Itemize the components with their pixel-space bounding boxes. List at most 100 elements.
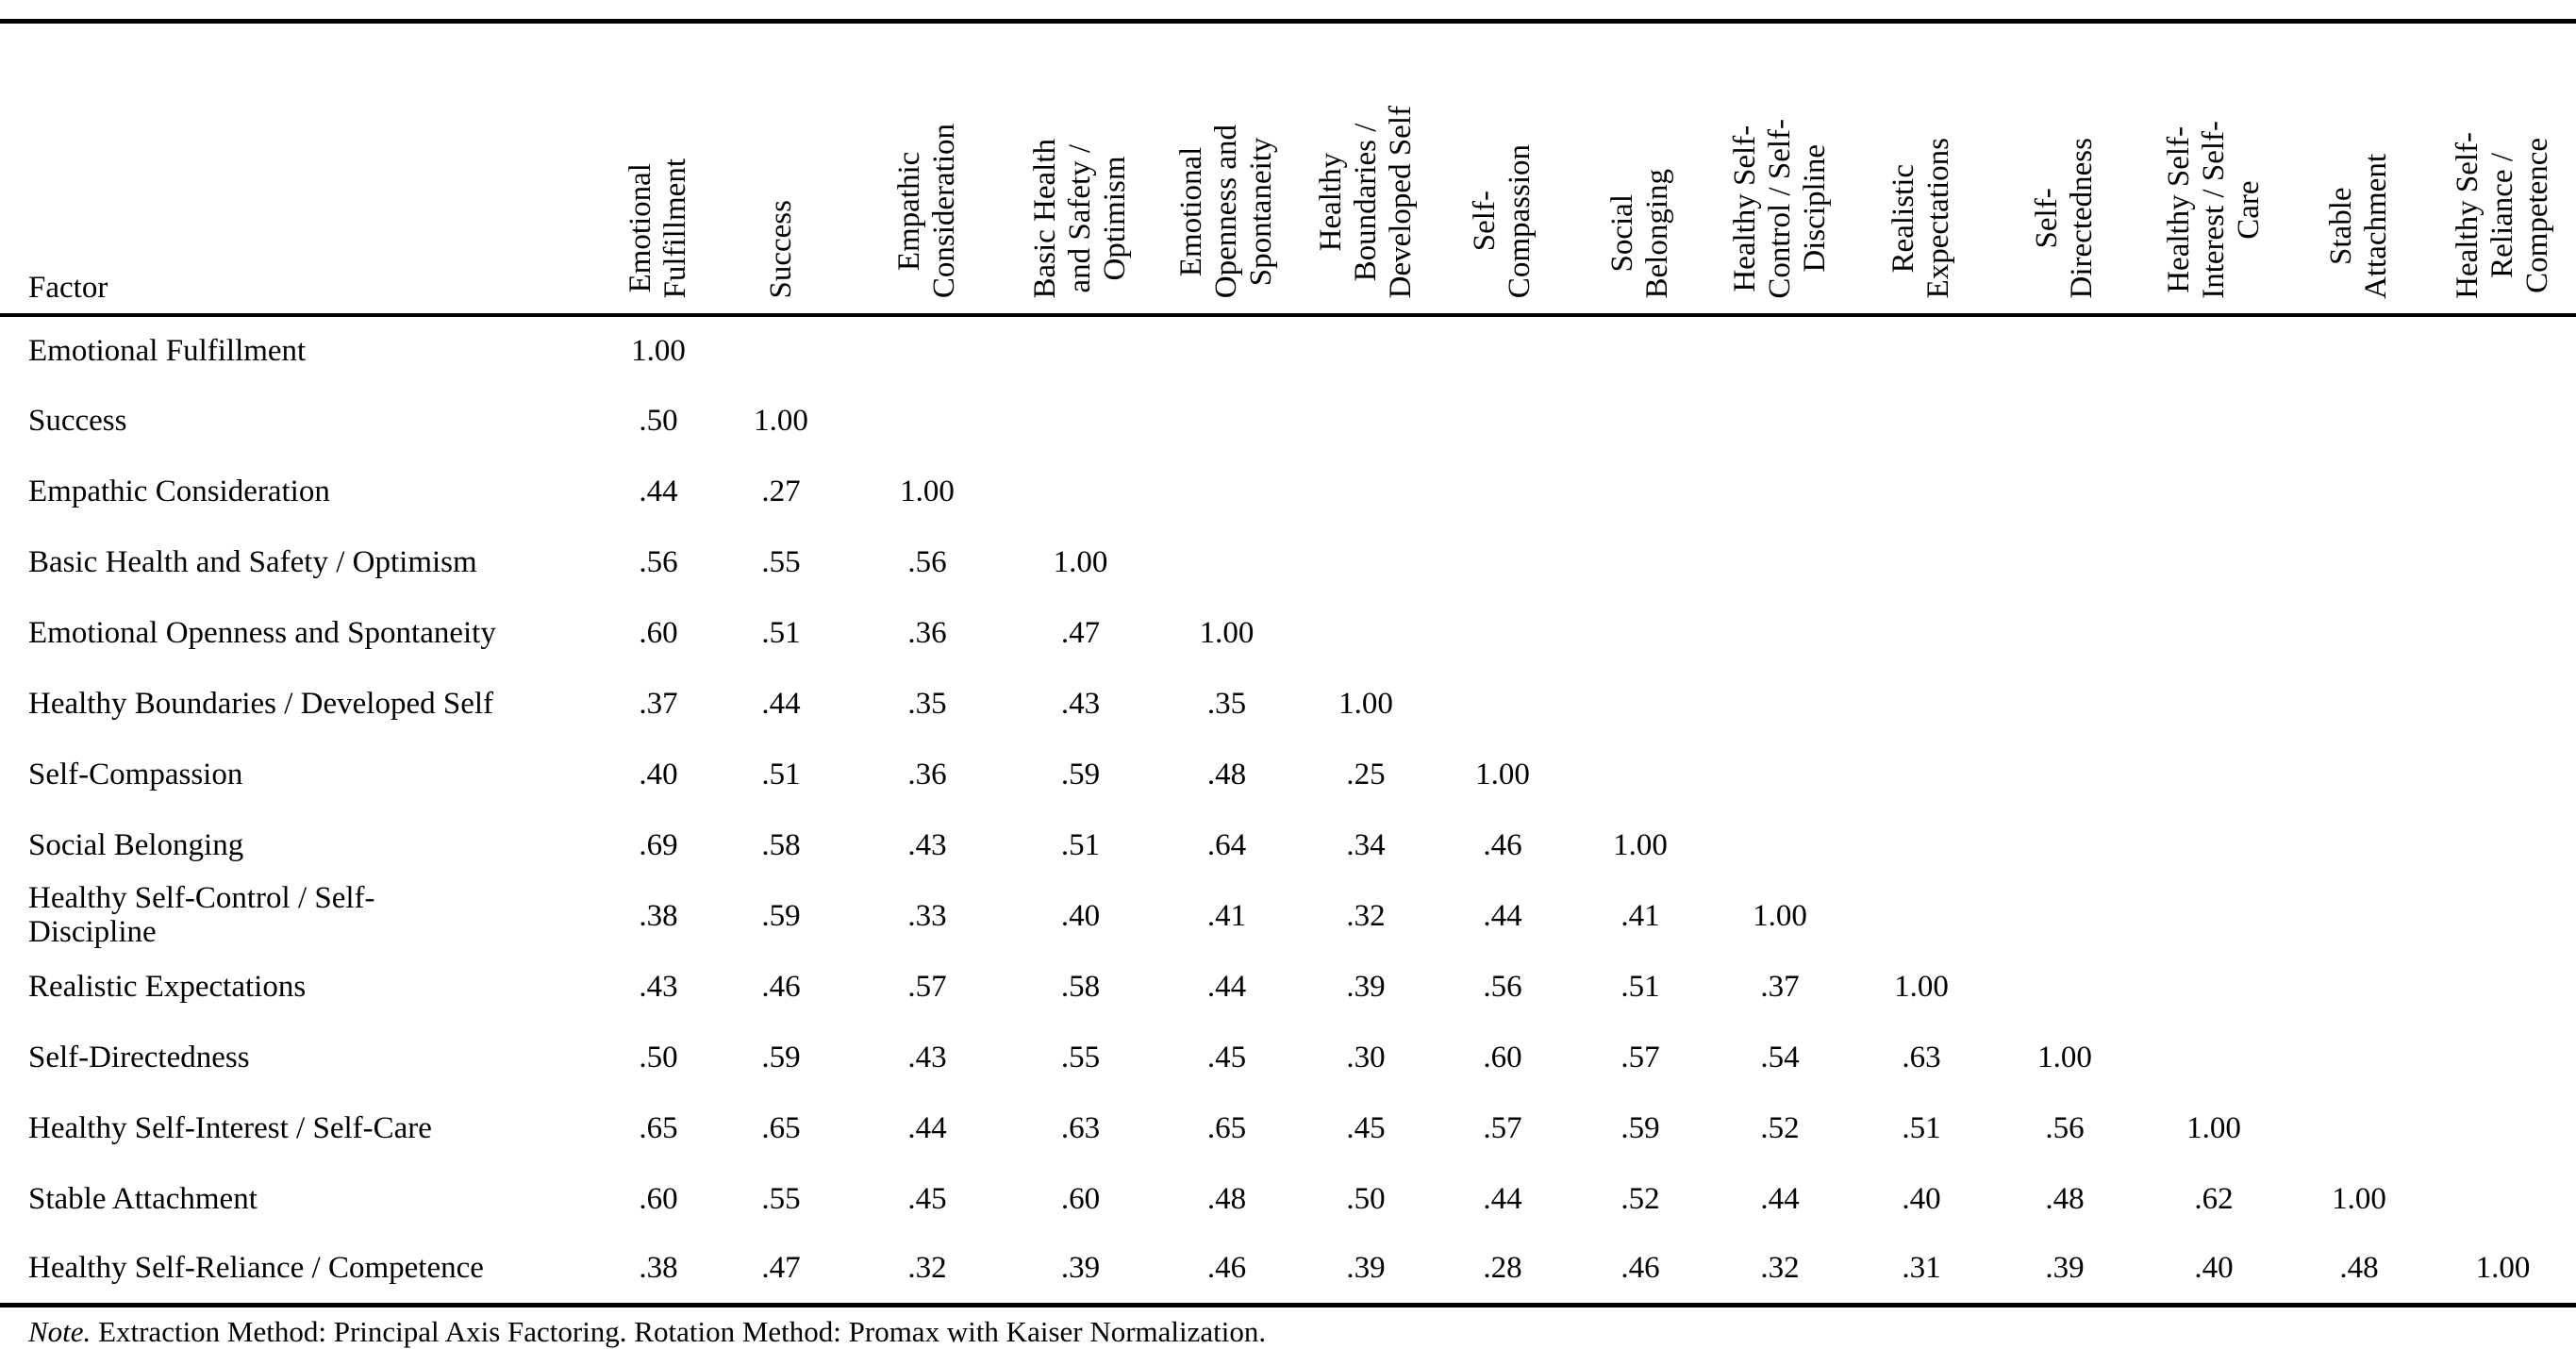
- factor-name: Emotional Fulfillment: [0, 315, 602, 386]
- correlation-cell: [1573, 669, 1707, 740]
- correlation-cell: .28: [1483, 1251, 1522, 1286]
- rotated-column-label: Success: [763, 200, 798, 299]
- correlation-cell: 1.00: [1613, 827, 1668, 862]
- correlation-cell: .63: [1902, 1040, 1941, 1074]
- correlation-cell: .46: [761, 969, 801, 1004]
- correlation-cell: .32: [907, 1251, 947, 1286]
- factor-name-text: Stable Attachment: [28, 1181, 258, 1216]
- correlation-cell: .65: [639, 1110, 678, 1145]
- factor-name-text: Realistic Expectations: [28, 969, 307, 1004]
- correlation-cell: .39: [1060, 1251, 1101, 1286]
- factor-name: Self-Compassion: [0, 740, 602, 810]
- factor-column-header: Factor: [0, 21, 602, 317]
- column-header: Realistic Expectations: [1853, 21, 1990, 317]
- correlation-cell: [1853, 740, 1990, 810]
- correlation-cell: .55: [761, 544, 801, 579]
- correlation-cell: [1707, 669, 1853, 740]
- correlation-cell: [1573, 315, 1707, 386]
- correlation-cell: [2139, 740, 2288, 810]
- table-row: Realistic Expectations .43 .46 .57 .58 .44 .39…: [0, 952, 2576, 1023]
- correlation-cell: .50: [1346, 1181, 1386, 1216]
- factor-name-text: Self-Directedness: [28, 1040, 250, 1074]
- correlation-cell: [1007, 457, 1154, 527]
- factor-name-text: Success: [28, 403, 127, 438]
- rotated-column-label: Realistic Expectations: [1886, 138, 1955, 299]
- correlation-cell: .54: [1760, 1040, 1800, 1074]
- column-header: Empathic Consideration: [847, 21, 1007, 317]
- factor-name-text: Self-Compassion: [28, 757, 243, 791]
- correlation-cell: .48: [2045, 1181, 2085, 1216]
- correlation-cell: 1.00: [2186, 1110, 2241, 1145]
- correlation-cell: .45: [1346, 1110, 1386, 1145]
- correlation-cell: .40: [2194, 1251, 2234, 1286]
- correlation-cell: [2288, 669, 2430, 740]
- correlation-cell: .65: [1206, 1110, 1247, 1145]
- correlation-cell: .51: [761, 615, 801, 650]
- correlation-cell: .50: [639, 403, 678, 438]
- rotated-column-label: Self- Directedness: [2030, 138, 2099, 299]
- rotated-column-label: Social Belonging: [1605, 169, 1674, 299]
- correlation-cell: .48: [1206, 757, 1247, 791]
- correlation-cell: .38: [639, 898, 678, 933]
- factor-name: Social Belonging: [0, 810, 602, 881]
- correlation-cell: .60: [639, 1181, 678, 1216]
- correlation-cell: .31: [1902, 1251, 1941, 1286]
- correlation-cell: .39: [2045, 1251, 2085, 1286]
- factor-name: Basic Health and Safety / Optimism: [0, 527, 602, 598]
- factor-name-text: Social Belonging: [28, 827, 244, 862]
- correlation-cell: [1300, 315, 1432, 386]
- table-row: Emotional Fulfillment 1.00: [0, 315, 2576, 386]
- correlation-cell: .45: [1206, 1040, 1247, 1074]
- rotated-column-label: Basic Health and Safety / Optimism: [1028, 138, 1132, 299]
- correlation-cell: [1853, 315, 1990, 386]
- correlation-cell: [2430, 315, 2576, 386]
- column-header: Self- Directedness: [1990, 21, 2139, 317]
- correlation-cell: .60: [1483, 1040, 1522, 1074]
- correlation-cell: .44: [1483, 898, 1522, 933]
- correlation-cell: .43: [907, 827, 947, 862]
- correlation-cell: .34: [1346, 827, 1386, 862]
- correlation-cell: .56: [1483, 969, 1522, 1004]
- correlation-cell: [2430, 527, 2576, 598]
- correlation-cell: [1853, 457, 1990, 527]
- correlation-cell: .44: [639, 474, 678, 508]
- correlation-cell: [2139, 881, 2288, 952]
- correlation-cell: 1.00: [1753, 898, 1807, 933]
- correlation-cell: [2288, 810, 2430, 881]
- correlation-cell: [2430, 598, 2576, 669]
- rotated-column-label: Emotional Openness and Spontaneity: [1174, 125, 1278, 299]
- correlation-cell: .40: [1060, 898, 1101, 933]
- factor-name-text: Basic Health and Safety / Optimism: [28, 544, 477, 579]
- correlation-cell: .36: [907, 615, 947, 650]
- correlation-cell: .58: [761, 827, 801, 862]
- correlation-cell: 1.00: [1199, 615, 1255, 650]
- correlation-cell: .40: [1902, 1181, 1941, 1216]
- correlation-cell: .27: [761, 474, 801, 508]
- correlation-cell: .59: [1620, 1110, 1660, 1145]
- column-header: Stable Attachment: [2288, 21, 2430, 317]
- correlation-cell: .47: [1060, 615, 1101, 650]
- correlation-cell: 1.00: [1338, 686, 1393, 721]
- correlation-cell: .44: [907, 1110, 947, 1145]
- correlation-cell: .32: [1346, 898, 1386, 933]
- factor-name: Emotional Openness and Spontaneity: [0, 598, 602, 669]
- correlation-cell: [715, 315, 847, 386]
- correlation-cell: [2139, 810, 2288, 881]
- rotated-column-label: Healthy Self- Reliance / Competence: [2451, 131, 2554, 299]
- table-row: Emotional Openness and Spontaneity .60 .51…: [0, 598, 2576, 669]
- correlation-cell: [1300, 527, 1432, 598]
- correlation-cell: [1853, 598, 1990, 669]
- correlation-cell: [2139, 598, 2288, 669]
- table-row: Self-Compassion .40 .51 .36 .59 .48 .25 1.00: [0, 740, 2576, 810]
- correlation-cell: 1.00: [2037, 1040, 2092, 1074]
- correlation-cell: .39: [1346, 1251, 1386, 1286]
- correlation-cell: [2430, 881, 2576, 952]
- rotated-column-label: Healthy Boundaries / Developed Self: [1313, 106, 1418, 299]
- correlation-cell: [2139, 952, 2288, 1023]
- correlation-cell: [1573, 598, 1707, 669]
- correlation-cell: .46: [1483, 827, 1522, 862]
- correlation-cell: [1707, 457, 1853, 527]
- correlation-cell: .35: [1206, 686, 1247, 721]
- correlation-cell: [2288, 1093, 2430, 1164]
- correlation-cell: .55: [761, 1181, 801, 1216]
